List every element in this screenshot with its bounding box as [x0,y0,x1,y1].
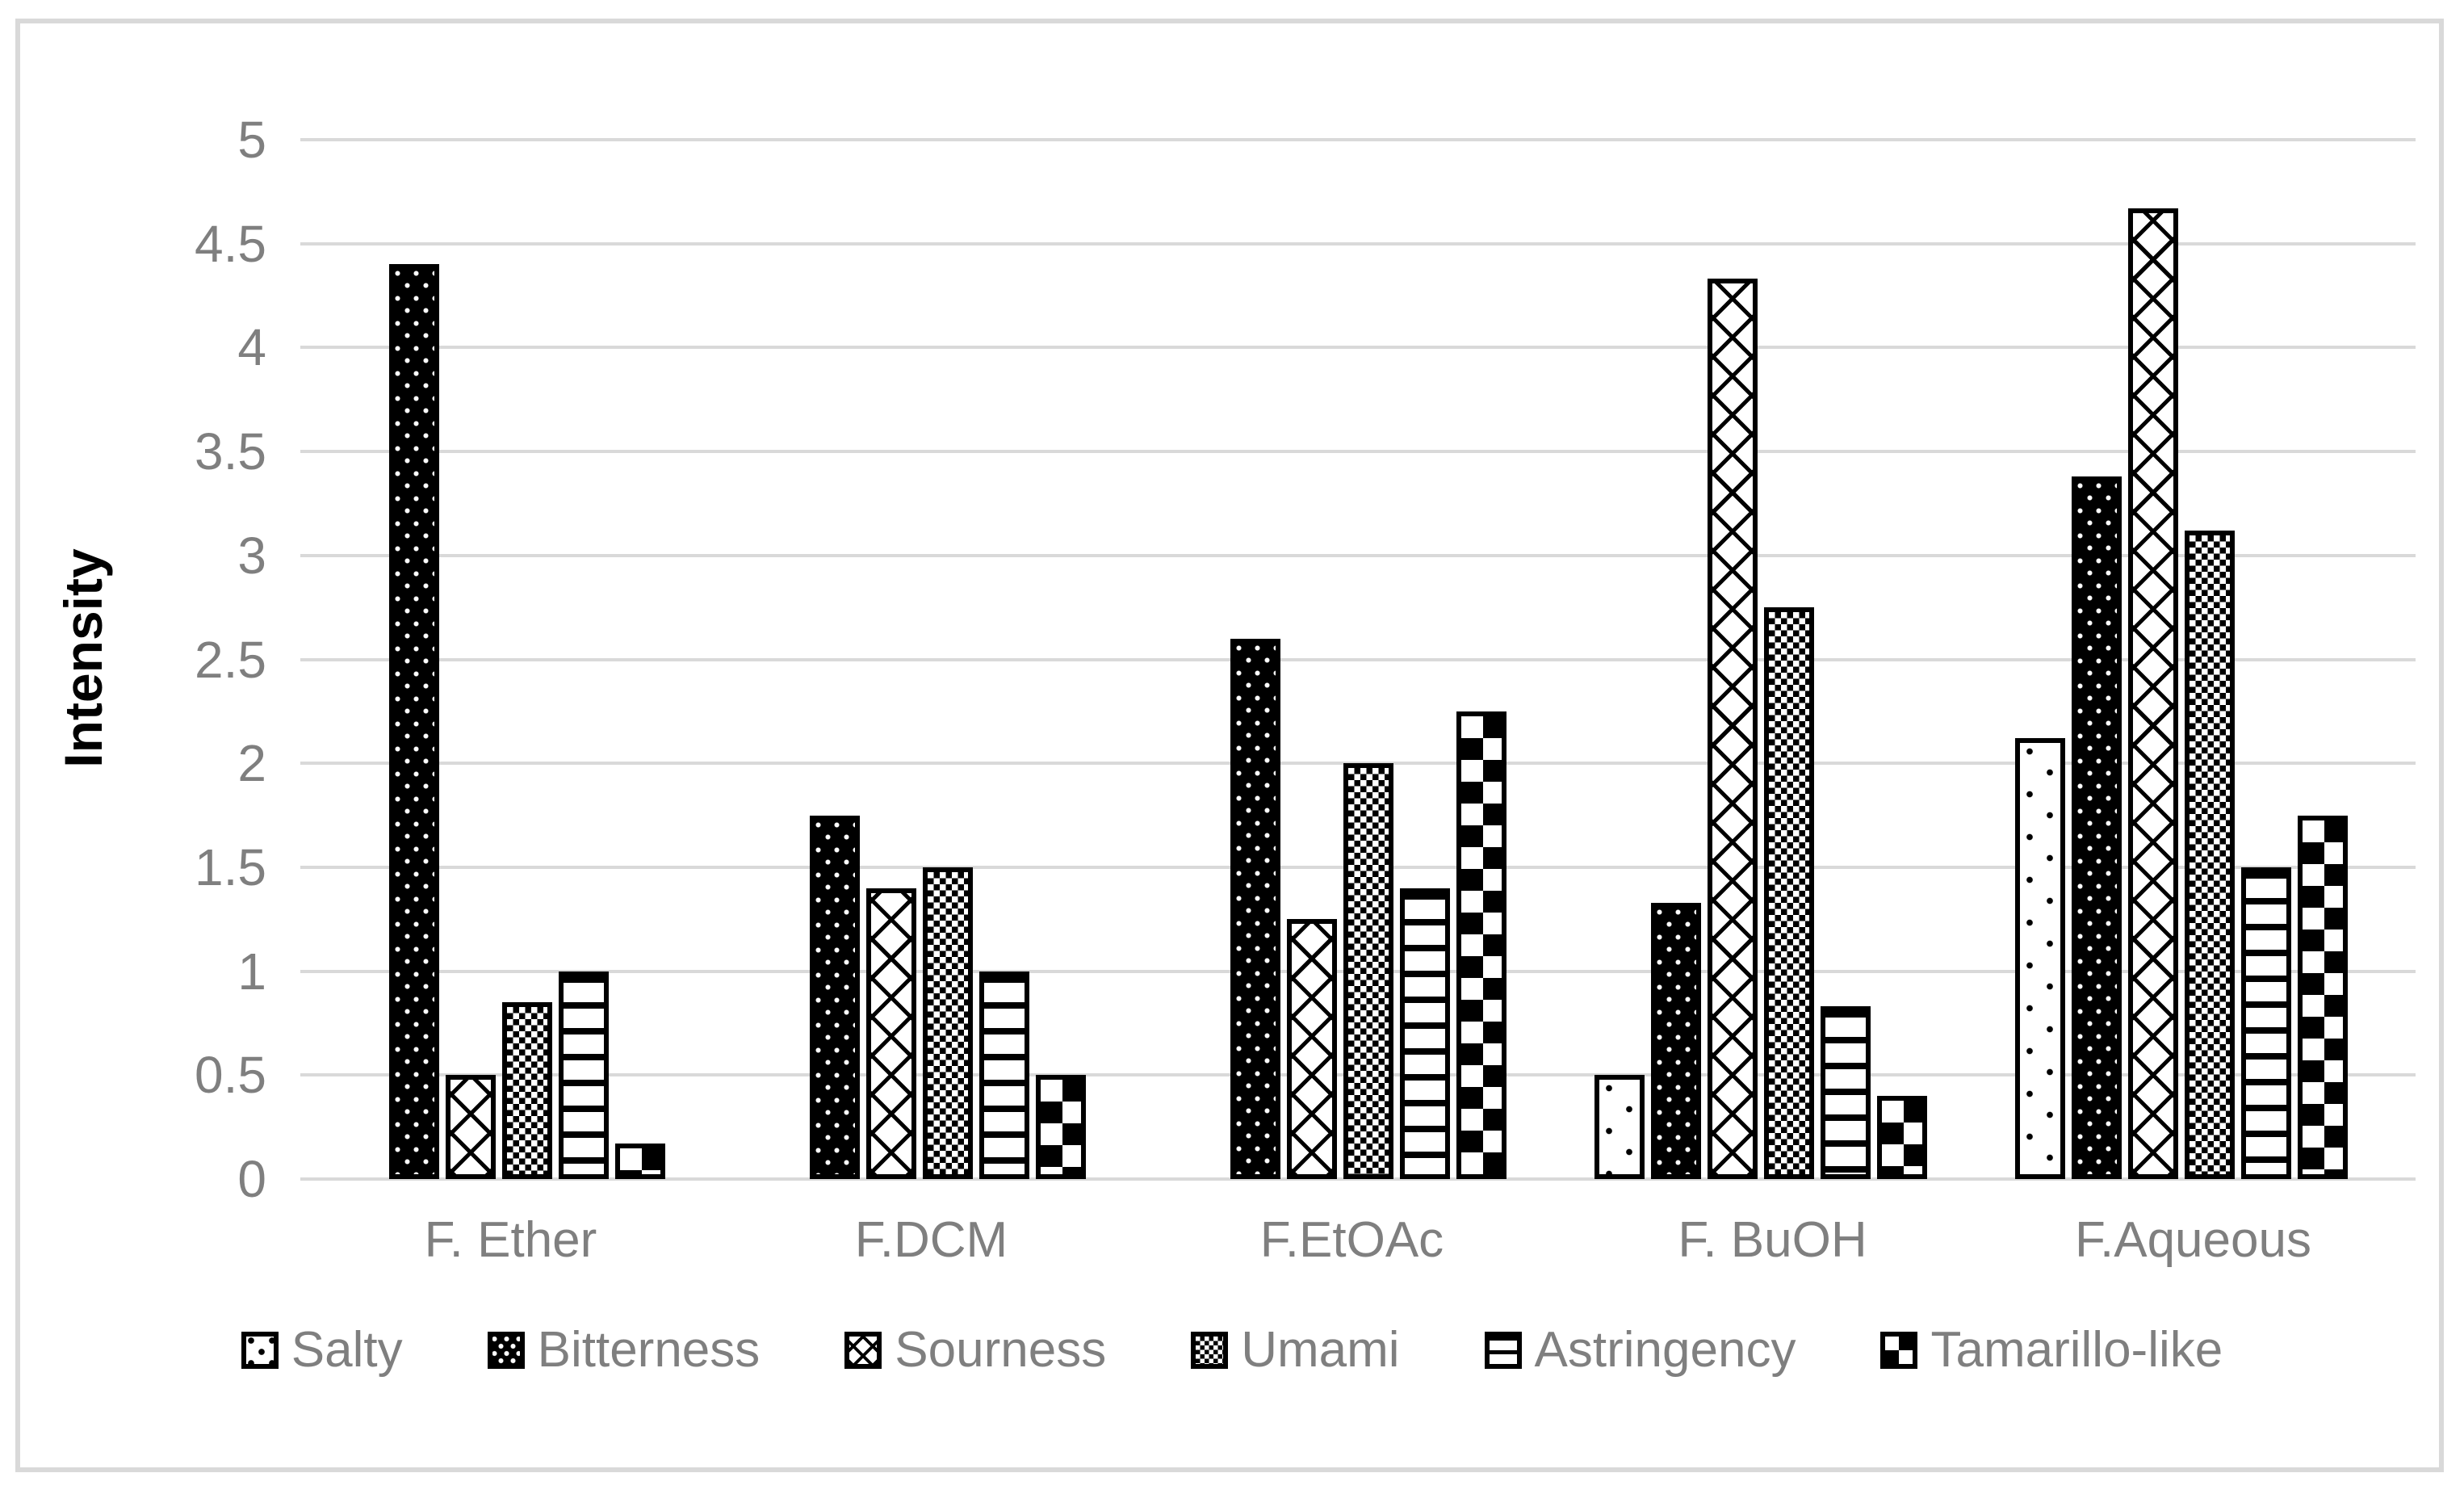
bar-bitterness-f-aqueous [2072,476,2122,1179]
y-tick-label: 3.5 [195,422,266,481]
x-category-label-f-buoh: F. BuOH [1678,1212,1867,1268]
bar-bitterness-f-dcm [810,815,860,1179]
bar-tamarillo-like-f-aqueous [2298,815,2348,1179]
gridline [300,450,2416,454]
legend-swatch-sourness [844,1331,882,1369]
legend: Salty Bitterness Sourness Umami Astringency T… [0,1321,2464,1379]
bar-umami-f-dcm [923,867,973,1179]
x-category-label-f-ether: F. Ether [424,1212,597,1268]
bar-tamarillo-like-f-buoh [1877,1096,1927,1179]
bar-sourness-f-etoac [1287,919,1337,1179]
legend-label-tamarillo-like: Tamarillo-like [1930,1322,2223,1378]
bar-umami-f-aqueous [2185,530,2235,1179]
bar-astringency-f-etoac [1400,888,1450,1179]
y-tick-label: 4.5 [195,214,266,273]
bar-tamarillo-like-f-ether [615,1144,665,1179]
x-category-label-f-dcm: F.DCM [854,1212,1008,1268]
legend-item-tamarillo-like: Tamarillo-like [1880,1321,2223,1379]
gridline [300,553,2416,557]
bar-umami-f-etoac [1343,763,1393,1179]
gridline [300,346,2416,350]
legend-swatch-bitterness [487,1331,525,1369]
bar-salty-f-aqueous [2015,738,2065,1179]
legend-label-salty: Salty [291,1322,403,1378]
gridline [300,241,2416,246]
legend-label-sourness: Sourness [895,1322,1107,1378]
legend-label-bitterness: Bitterness [537,1322,761,1378]
x-category-label-f-aqueous: F.Aqueous [2075,1212,2311,1268]
gridline [300,657,2416,661]
bar-sourness-f-buoh [1708,279,1758,1179]
legend-swatch-umami [1191,1331,1229,1369]
y-tick-label: 0.5 [195,1046,266,1105]
bar-sourness-f-ether [446,1075,496,1179]
bar-astringency-f-aqueous [2241,867,2291,1179]
y-tick-label: 5 [237,111,266,169]
y-tick-label: 1 [237,942,266,1001]
bar-umami-f-buoh [1764,607,1814,1179]
bar-bitterness-f-buoh [1651,902,1701,1179]
y-tick-label: 1.5 [195,837,266,896]
gridline [300,1177,2416,1181]
bar-umami-f-ether [502,1002,552,1179]
gridline [300,138,2416,141]
plot-area [300,138,2416,1181]
legend-item-astringency: Astringency [1484,1321,1796,1379]
bar-astringency-f-ether [559,971,609,1179]
y-tick-label: 0 [237,1150,266,1208]
y-tick-label: 2 [237,734,266,793]
legend-label-astringency: Astringency [1534,1322,1796,1378]
bar-bitterness-f-ether [389,264,439,1179]
x-category-label-f-etoac: F.EtOAc [1259,1212,1444,1268]
bar-sourness-f-dcm [866,888,916,1179]
legend-swatch-tamarillo-like [1880,1331,1918,1369]
y-tick-label: 4 [237,318,266,377]
bar-astringency-f-dcm [979,971,1029,1179]
bar-bitterness-f-etoac [1230,638,1280,1179]
legend-item-sourness: Sourness [844,1321,1106,1379]
legend-swatch-astringency [1484,1331,1522,1369]
bar-sourness-f-aqueous [2128,208,2178,1179]
y-tick-label: 3 [237,526,266,585]
bar-astringency-f-buoh [1821,1006,1871,1179]
bar-tamarillo-like-f-etoac [1456,711,1506,1179]
legend-label-umami: Umami [1241,1322,1400,1378]
legend-item-bitterness: Bitterness [487,1321,761,1379]
bar-tamarillo-like-f-dcm [1036,1075,1086,1179]
y-tick-label: 2.5 [195,630,266,689]
bar-salty-f-buoh [1594,1075,1645,1179]
legend-item-salty: Salty [241,1321,403,1379]
legend-swatch-salty [241,1331,279,1369]
legend-item-umami: Umami [1191,1321,1400,1379]
